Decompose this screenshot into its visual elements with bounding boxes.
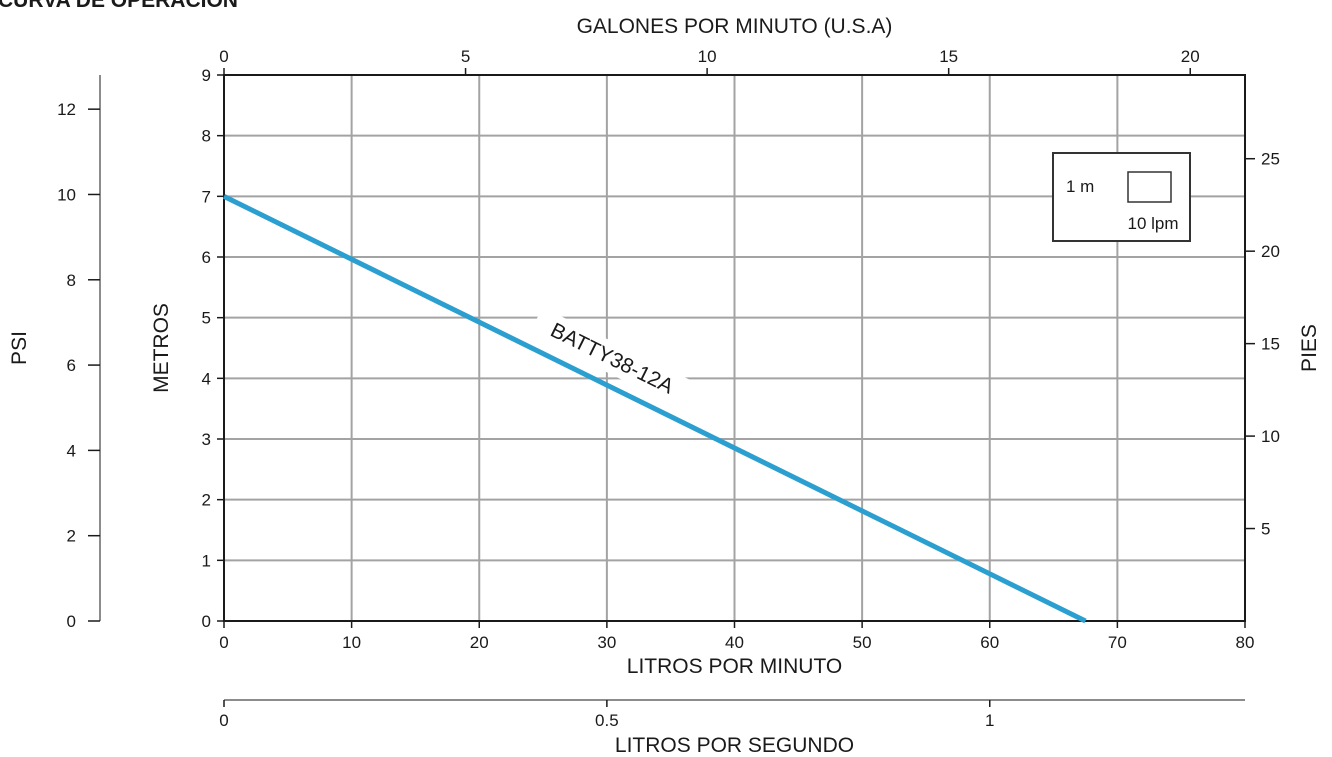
top-axis-label: GALONES POR MINUTO (U.S.A) bbox=[577, 15, 893, 38]
series-line-0 bbox=[222, 194, 1087, 624]
y-axis-label: METROS bbox=[150, 303, 173, 393]
psi-tick-label-2: 2 bbox=[67, 527, 76, 546]
x-tick-label-0: 0 bbox=[219, 633, 228, 652]
x-axis-label: LITROS POR MINUTO bbox=[627, 655, 842, 678]
psi-tick-label-10: 10 bbox=[57, 185, 76, 204]
scale-legend-swatch bbox=[1127, 171, 1172, 203]
right-axis-label: PIES bbox=[1298, 324, 1321, 372]
y-tick-label-2: 2 bbox=[202, 491, 211, 510]
pies-tick-label-20: 20 bbox=[1261, 242, 1280, 261]
y-tick-label-4: 4 bbox=[202, 369, 211, 388]
psi-tick-label-8: 8 bbox=[67, 271, 76, 290]
pies-tick-label-15: 15 bbox=[1261, 335, 1280, 354]
lps-tick-label-2: 1 bbox=[985, 711, 994, 730]
chart-title: CURVA DE OPERACIÓN bbox=[0, 0, 238, 12]
x-tick-label-80: 80 bbox=[1236, 633, 1255, 652]
scale-legend-height-label: 1 m bbox=[1066, 177, 1094, 196]
y-tick-label-7: 7 bbox=[202, 187, 211, 206]
top-tick-label-5: 5 bbox=[461, 47, 470, 66]
psi-tick-label-12: 12 bbox=[57, 100, 76, 119]
series-label-background-0 bbox=[529, 307, 696, 410]
y-tick-label-9: 9 bbox=[202, 66, 211, 85]
bottom-axis-label: LITROS POR SEGUNDO bbox=[615, 734, 854, 757]
y-tick-label-5: 5 bbox=[202, 309, 211, 328]
y-tick-label-0: 0 bbox=[202, 612, 211, 631]
x-tick-label-70: 70 bbox=[1108, 633, 1127, 652]
top-tick-label-10: 10 bbox=[698, 47, 717, 66]
x-tick-label-20: 20 bbox=[470, 633, 489, 652]
y-tick-label-1: 1 bbox=[202, 551, 211, 570]
top-tick-label-20: 20 bbox=[1181, 47, 1200, 66]
x-tick-label-60: 60 bbox=[980, 633, 999, 652]
x-tick-label-30: 30 bbox=[597, 633, 616, 652]
scale-legend: 1 m 10 lpm bbox=[1052, 152, 1191, 242]
top-tick-label-0: 0 bbox=[219, 47, 228, 66]
psi-tick-label-4: 4 bbox=[67, 441, 76, 460]
pies-tick-label-5: 5 bbox=[1261, 520, 1270, 539]
left-axis-label: PSI bbox=[8, 331, 31, 365]
y-tick-label-6: 6 bbox=[202, 248, 211, 267]
psi-tick-label-0: 0 bbox=[67, 612, 76, 631]
y-tick-label-3: 3 bbox=[202, 430, 211, 449]
y-tick-label-8: 8 bbox=[202, 127, 211, 146]
x-tick-label-40: 40 bbox=[725, 633, 744, 652]
pies-tick-label-10: 10 bbox=[1261, 427, 1280, 446]
x-tick-label-50: 50 bbox=[853, 633, 872, 652]
top-tick-label-15: 15 bbox=[939, 47, 958, 66]
psi-tick-label-6: 6 bbox=[67, 356, 76, 375]
lps-tick-label-0: 0 bbox=[219, 711, 228, 730]
pies-tick-label-25: 25 bbox=[1261, 150, 1280, 169]
lps-tick-label-1: 0.5 bbox=[595, 711, 619, 730]
scale-legend-width-label: 10 lpm bbox=[1127, 214, 1178, 233]
x-tick-label-10: 10 bbox=[342, 633, 361, 652]
